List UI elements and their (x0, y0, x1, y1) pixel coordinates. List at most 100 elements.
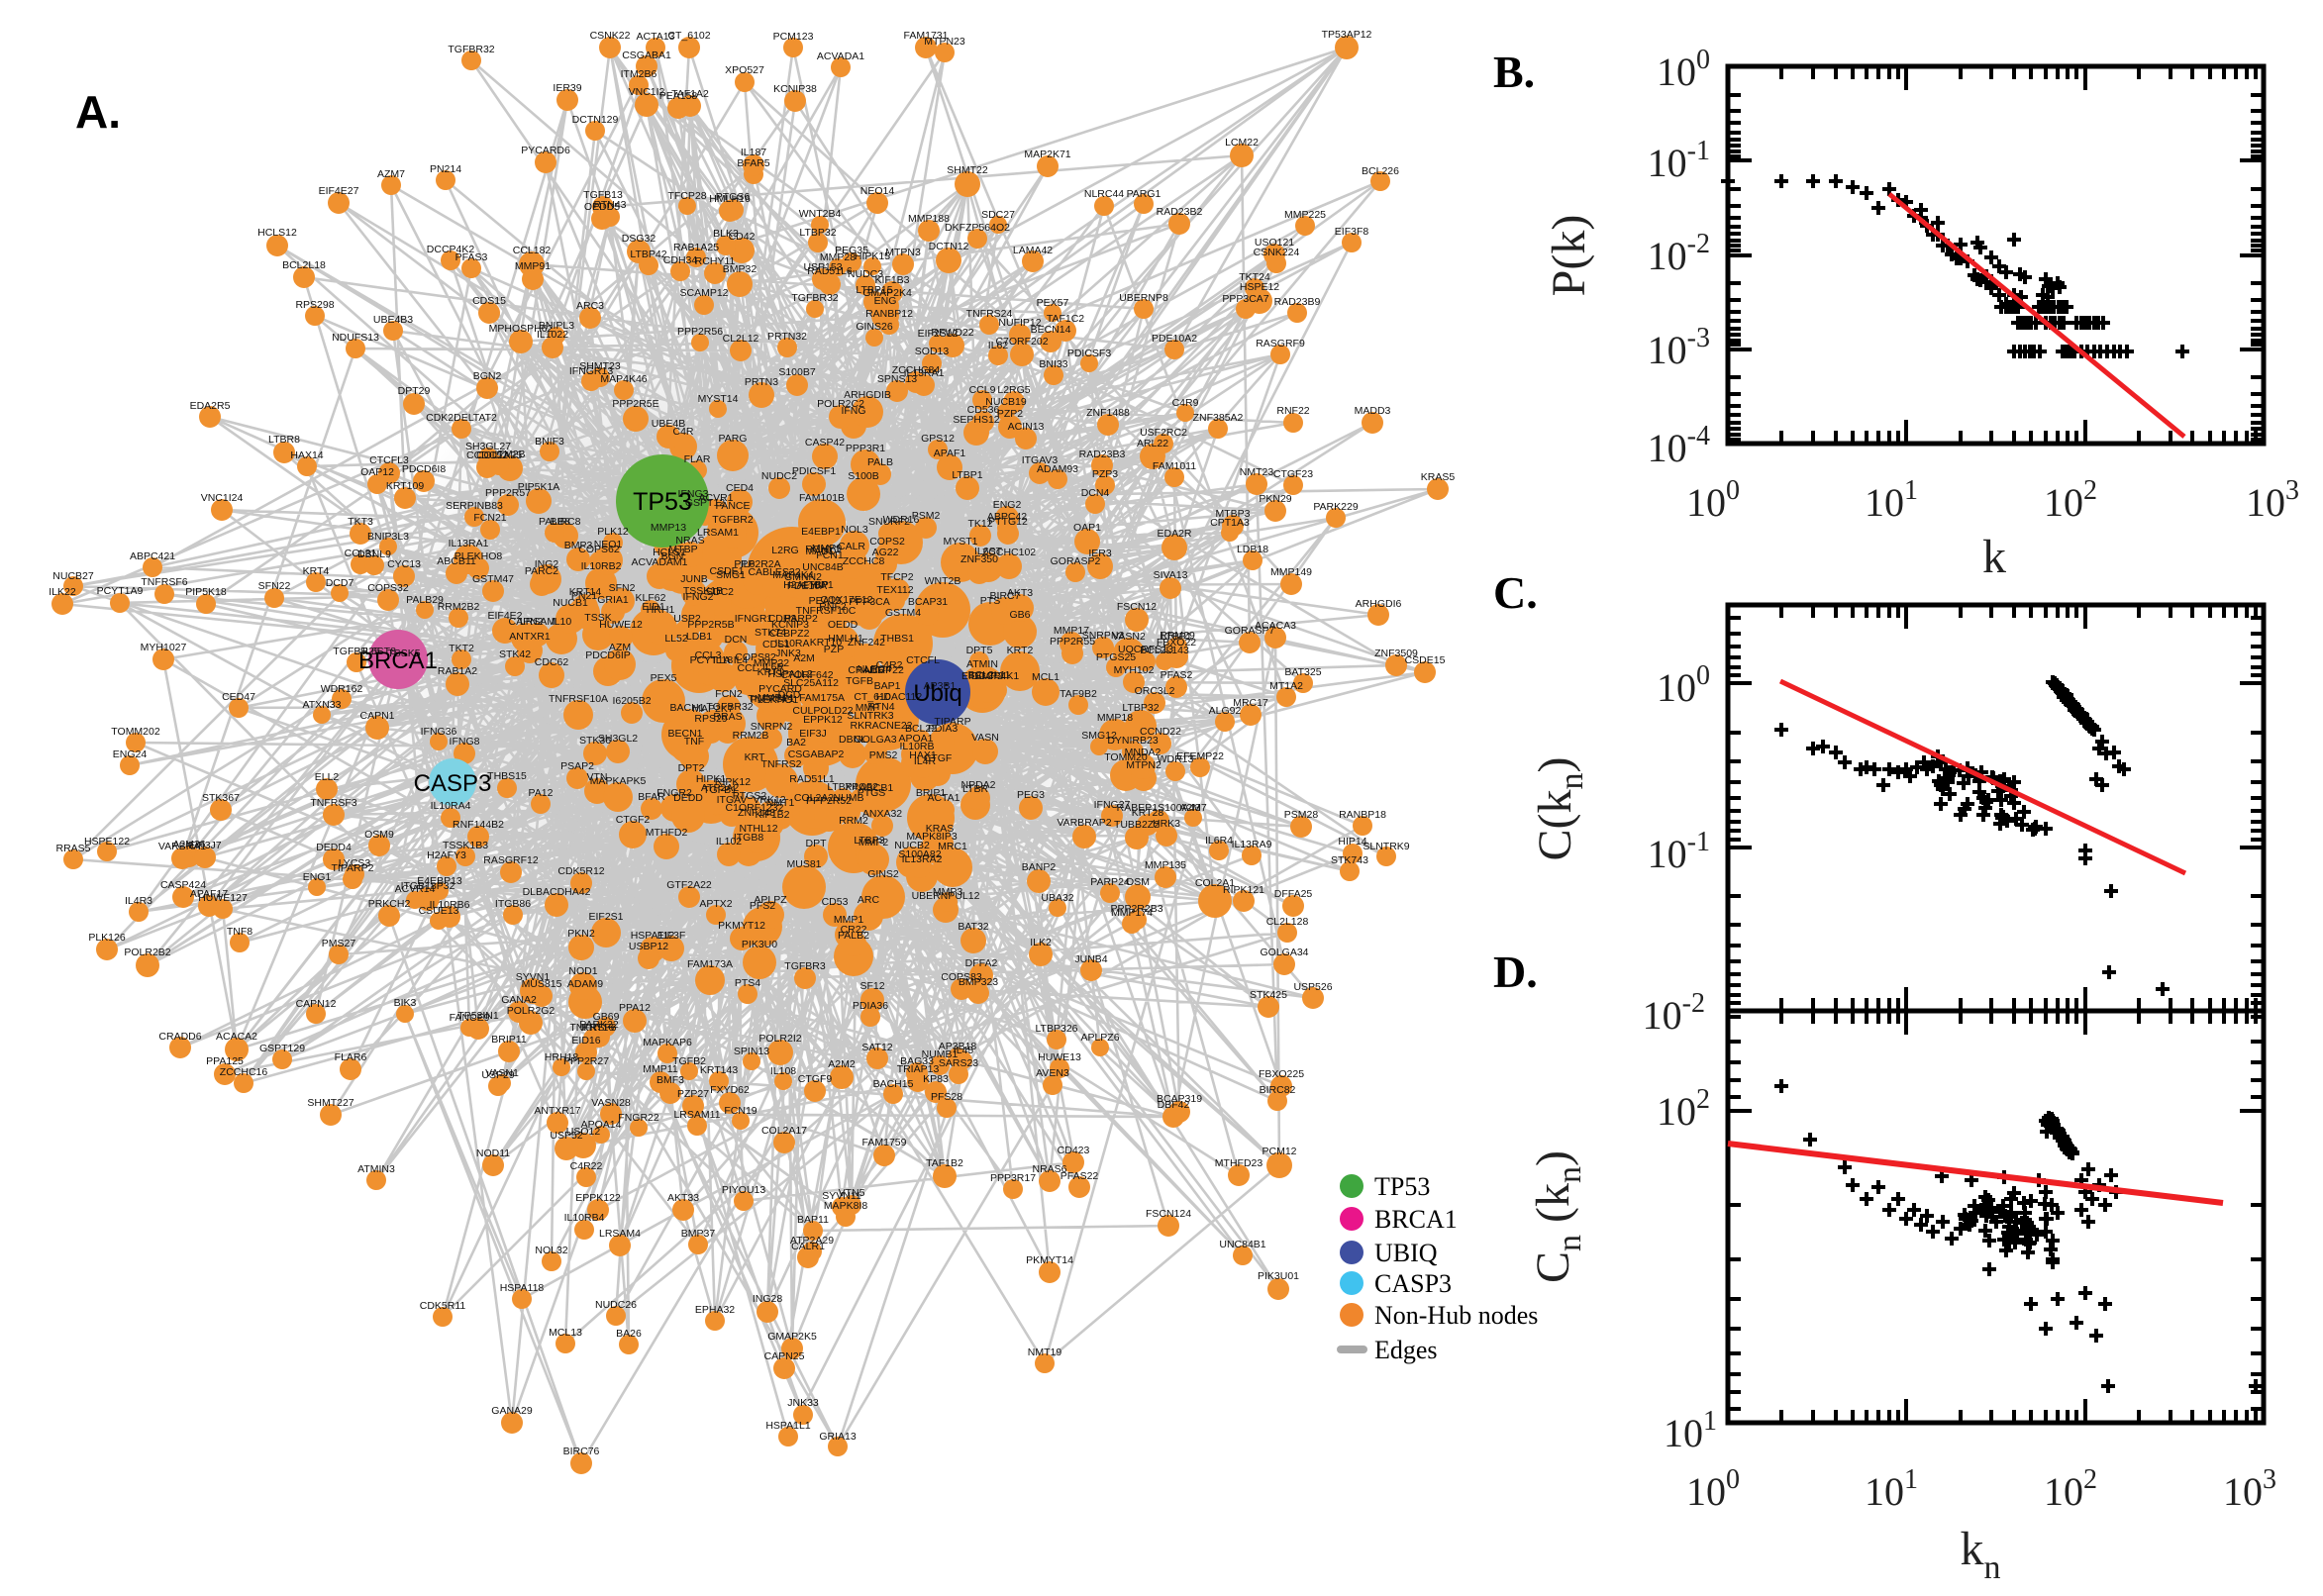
svg-text:PARG1: PARG1 (1127, 188, 1162, 200)
svg-text:PKMYT12: PKMYT12 (718, 920, 765, 932)
svg-text:TNFRSF1: TNFRSF1 (748, 693, 794, 705)
svg-text:ACTA13: ACTA13 (637, 31, 675, 43)
svg-text:PPP2R56: PPP2R56 (677, 326, 723, 338)
svg-text:PSAP2: PSAP2 (560, 760, 594, 772)
svg-text:TSSK1B: TSSK1B (683, 585, 723, 597)
svg-text:MMP2: MMP2 (858, 837, 888, 848)
svg-text:RABEP1S100A43: RABEP1S100A43 (1117, 802, 1201, 814)
svg-text:BCAP31: BCAP31 (908, 596, 948, 608)
svg-text:ABPC42: ABPC42 (987, 511, 1027, 523)
svg-text:MTHFD23: MTHFD23 (1215, 1157, 1263, 1169)
svg-text:ANTXR1: ANTXR1 (509, 631, 551, 643)
svg-text:PLK126: PLK126 (88, 932, 126, 944)
svg-text:FCN2: FCN2 (715, 688, 743, 700)
svg-text:CCL31: CCL31 (345, 548, 377, 559)
svg-text:LTBP32: LTBP32 (1122, 702, 1159, 714)
svg-text:DCN: DCN (725, 634, 748, 646)
svg-text:SNRPN3: SNRPN3 (1082, 630, 1125, 642)
svg-text:HSPA1L1: HSPA1L1 (765, 1420, 810, 1432)
svg-text:BGN: BGN (661, 550, 684, 562)
svg-text:BMP32: BMP32 (723, 263, 758, 275)
svg-text:SHMT23: SHMT23 (579, 360, 621, 372)
svg-text:NUCB2: NUCB2 (894, 840, 930, 851)
svg-text:BANP2: BANP2 (1022, 861, 1057, 873)
svg-text:EDA2R5: EDA2R5 (190, 400, 231, 412)
svg-text:RANBP18: RANBP18 (1339, 809, 1386, 821)
svg-text:ZCCHC8: ZCCHC8 (843, 555, 885, 567)
svg-text:CSUE13: CSUE13 (419, 905, 459, 917)
svg-text:MAP4K46: MAP4K46 (600, 373, 647, 385)
svg-text:C1ORF1232: C1ORF1232 (726, 802, 784, 814)
svg-text:NRAS: NRAS (675, 535, 704, 547)
svg-text:SHMT22: SHMT22 (947, 164, 988, 176)
svg-text:HIPK15: HIPK15 (855, 250, 890, 262)
svg-text:TAF1C2: TAF1C2 (1047, 313, 1084, 325)
svg-text:CAPN25: CAPN25 (764, 1350, 805, 1362)
svg-text:BCL2L143: BCL2L143 (1140, 645, 1189, 656)
svg-text:RPS298: RPS298 (295, 299, 334, 311)
svg-text:MYH102: MYH102 (1114, 664, 1155, 676)
svg-text:TP53: TP53 (1374, 1172, 1430, 1201)
svg-text:I6205B2: I6205B2 (612, 695, 651, 707)
svg-text:E4EBP13: E4EBP13 (417, 875, 462, 887)
svg-text:CTGF23: CTGF23 (1273, 468, 1313, 480)
svg-text:PALB8: PALB8 (539, 516, 570, 528)
svg-text:ZNF385A2: ZNF385A2 (1193, 412, 1244, 424)
svg-text:L2RG: L2RG (771, 545, 798, 556)
svg-text:FNGR22: FNGR22 (618, 1112, 659, 1124)
svg-text:MMP: MMP (856, 702, 880, 714)
svg-text:S100B7: S100B7 (778, 366, 816, 378)
svg-text:ITGB86: ITGB86 (495, 898, 531, 910)
svg-text:MMP9: MMP9 (812, 543, 842, 554)
svg-text:FAM175A: FAM175A (799, 692, 845, 704)
svg-text:ARC: ARC (858, 894, 880, 906)
svg-text:IL18: IL18 (713, 654, 734, 666)
svg-text:NMT19: NMT19 (1028, 1347, 1062, 1358)
svg-text:PFAS2: PFAS2 (1161, 669, 1193, 681)
svg-text:FNGR2: FNGR2 (656, 787, 692, 799)
svg-text:SOD13: SOD13 (915, 346, 950, 357)
svg-text:EID1: EID1 (642, 601, 665, 613)
svg-text:IL108: IL108 (770, 1065, 796, 1077)
svg-text:NPDA2: NPDA2 (960, 779, 995, 791)
svg-text:BCAP319: BCAP319 (1157, 1093, 1202, 1105)
svg-text:ABCB11: ABCB11 (437, 555, 476, 567)
svg-text:FCN1: FCN1 (816, 549, 844, 561)
svg-text:IFNG27: IFNG27 (1094, 799, 1131, 811)
svg-text:HRK3: HRK3 (1153, 818, 1180, 830)
svg-text:DLBACDHA42: DLBACDHA42 (523, 886, 591, 898)
svg-text:EIF3F8: EIF3F8 (1335, 226, 1369, 238)
svg-text:NOD1: NOD1 (568, 965, 597, 977)
svg-text:BNI33: BNI33 (1039, 358, 1067, 370)
svg-text:SFN2: SFN2 (609, 582, 636, 594)
svg-text:NUCB27: NUCB27 (52, 570, 94, 582)
svg-text:CASP424: CASP424 (160, 879, 206, 891)
svg-text:Ubiq: Ubiq (913, 680, 961, 707)
svg-text:NUDC3: NUDC3 (848, 268, 883, 280)
svg-text:MCL13: MCL13 (549, 1327, 582, 1339)
svg-text:ENG1: ENG1 (303, 871, 332, 883)
svg-text:PDE10A: PDE10A (787, 580, 827, 592)
svg-text:RRM2B2: RRM2B2 (438, 601, 480, 613)
svg-text:PRTN32: PRTN32 (767, 331, 807, 343)
svg-text:NUDC26: NUDC26 (595, 1299, 637, 1311)
svg-text:ATMIN3: ATMIN3 (357, 1163, 395, 1175)
svg-text:APTX2: APTX2 (699, 898, 732, 910)
svg-text:BIRC8: BIRC8 (551, 516, 581, 528)
svg-text:LTBR8: LTBR8 (268, 434, 300, 446)
svg-text:CTGF9: CTGF9 (798, 1073, 833, 1085)
svg-text:PPP2R5B: PPP2R5B (687, 619, 734, 631)
svg-text:LDB1: LDB1 (686, 631, 712, 643)
svg-text:CEBPZ2: CEBPZ2 (769, 628, 810, 640)
svg-text:KRT109: KRT109 (386, 480, 424, 492)
svg-text:CDK5R11: CDK5R11 (420, 1300, 466, 1312)
svg-text:VARBRA1: VARBRA1 (158, 841, 206, 852)
svg-text:DEDD4: DEDD4 (316, 842, 352, 853)
svg-text:ITM2B: ITM2B (495, 449, 526, 460)
svg-text:PPP3CA7: PPP3CA7 (1222, 293, 1268, 305)
svg-text:A2M2: A2M2 (828, 1058, 856, 1070)
svg-text:PZP: PZP (824, 644, 844, 655)
svg-text:RAD23B2: RAD23B2 (1157, 206, 1203, 218)
svg-text:APAF1: APAF1 (934, 448, 966, 459)
svg-text:OAP1: OAP1 (1073, 522, 1101, 534)
